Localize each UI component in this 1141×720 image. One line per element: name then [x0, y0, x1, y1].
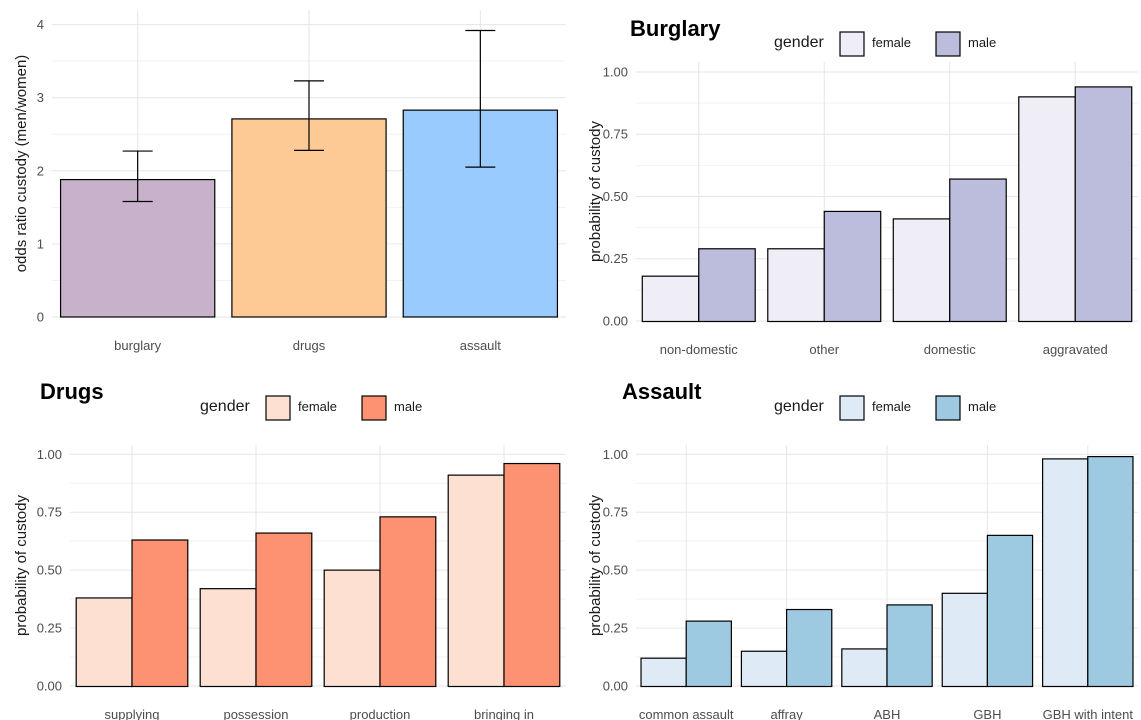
x-tick-label: other: [809, 342, 839, 357]
legend-label-female: female: [872, 399, 911, 414]
legend-swatch-female: [839, 31, 865, 57]
bar-female: [75, 597, 133, 688]
x-tick-label: GBH with intent: [1043, 707, 1134, 720]
y-tick-label: 1.00: [603, 64, 628, 79]
bar-male: [986, 534, 1034, 688]
legend-label-male: male: [394, 399, 422, 414]
y-tick-label: 4: [37, 17, 44, 32]
bar-female: [641, 275, 700, 323]
y-axis-title: probability of custody: [13, 495, 30, 636]
y-tick-label: 0.25: [603, 251, 628, 266]
bar-female: [767, 248, 825, 323]
y-tick-label: 0.25: [37, 621, 62, 636]
bar-female: [740, 650, 788, 688]
bar-female: [892, 218, 951, 323]
legend: gender female male: [200, 395, 422, 421]
legend-swatch-male: [935, 395, 961, 421]
legend-label-female: female: [298, 399, 337, 414]
legend-swatch-female: [839, 395, 865, 421]
chart-panel-1: 0 1 2 3 4 burglary drugs assault odds ratio cust…: [13, 10, 566, 353]
bar-male: [379, 516, 437, 688]
x-tick-label: bringing in: [474, 707, 534, 720]
y-tick-label: 0.50: [37, 563, 62, 578]
x-tick-label: assault: [460, 338, 502, 353]
bar-female: [640, 657, 687, 688]
x-tick-label: GBH: [973, 707, 1001, 720]
y-tick-label: 2: [37, 163, 44, 178]
chart-title: Burglary: [630, 16, 721, 41]
legend-title: gender: [774, 34, 824, 51]
bar-male: [823, 210, 882, 323]
bar-male: [698, 248, 756, 323]
y-tick-label: 0.50: [603, 189, 628, 204]
legend-title: gender: [200, 398, 250, 415]
error-bar: [294, 80, 324, 151]
legend-label-male: male: [968, 35, 996, 50]
bar-male: [131, 539, 189, 688]
x-tick-label: aggravated: [1043, 342, 1108, 357]
legend-swatch-male: [935, 31, 961, 57]
y-axis-title: probability of custody: [587, 121, 604, 262]
legend: gender female male: [774, 395, 996, 421]
y-tick-label: 0.75: [603, 505, 628, 520]
bar-male: [1074, 86, 1133, 323]
error-bar: [465, 29, 496, 168]
y-tick-label: 0.00: [603, 679, 628, 694]
legend-label-female: female: [872, 35, 911, 50]
bar-female: [199, 588, 257, 688]
x-tick-label: affray: [770, 707, 803, 720]
y-tick-label: 1: [37, 236, 44, 251]
error-bar: [122, 150, 153, 203]
bar-male: [255, 532, 313, 688]
bar-female: [941, 592, 988, 688]
y-tick-label: 0: [37, 310, 44, 325]
y-tick-label: 0.25: [603, 621, 628, 636]
legend-title: gender: [774, 398, 824, 415]
bar-male: [886, 604, 933, 688]
bar-burglary: [59, 178, 216, 318]
legend: gender female male: [774, 31, 996, 57]
legend-label-male: male: [968, 399, 996, 414]
chart-panel-2: 0.00 0.25 0.50 0.75 1.00 non-domestic other dom…: [587, 16, 1138, 357]
bar-male: [785, 608, 833, 688]
x-tick-label: ABH: [874, 707, 901, 720]
bar-female: [447, 474, 505, 688]
chart-panel-4: 0.00 0.25 0.50 0.75 1.00 common assault affray…: [587, 379, 1138, 720]
legend-swatch-male: [361, 395, 387, 421]
chart-title: Drugs: [40, 379, 104, 404]
bar-female: [1042, 458, 1089, 688]
legend-swatch-female: [265, 395, 291, 421]
x-tick-label: supplying: [105, 707, 160, 720]
y-axis-title: probability of custody: [587, 495, 604, 636]
x-tick-label: possession: [223, 707, 288, 720]
x-tick-label: burglary: [114, 338, 161, 353]
y-tick-label: 1.00: [603, 447, 628, 462]
x-tick-label: domestic: [924, 342, 977, 357]
chart-panel-3: 0.00 0.25 0.50 0.75 1.00 supplying possession p…: [13, 379, 566, 720]
y-tick-label: 3: [37, 90, 44, 105]
y-axis-title: odds ratio custody (men/women): [13, 55, 30, 273]
x-tick-label: common assault: [639, 707, 734, 720]
x-tick-label: production: [350, 707, 411, 720]
y-tick-label: 0.75: [37, 505, 62, 520]
x-tick-label: drugs: [293, 338, 326, 353]
y-tick-label: 0.00: [37, 679, 62, 694]
bar-male: [685, 620, 732, 688]
y-tick-label: 0.50: [603, 563, 628, 578]
bar-drugs: [231, 118, 387, 318]
bar-female: [1018, 96, 1076, 323]
bar-male: [1087, 455, 1134, 688]
bar-female: [841, 648, 888, 688]
bar-male: [503, 462, 561, 688]
y-tick-label: 1.00: [37, 447, 62, 462]
chart-title: Assault: [622, 379, 702, 404]
y-tick-label: 0.00: [603, 314, 628, 329]
y-tick-label: 0.75: [603, 127, 628, 142]
bar-female: [323, 569, 381, 688]
bar-male: [949, 178, 1007, 323]
x-tick-label: non-domestic: [660, 342, 739, 357]
